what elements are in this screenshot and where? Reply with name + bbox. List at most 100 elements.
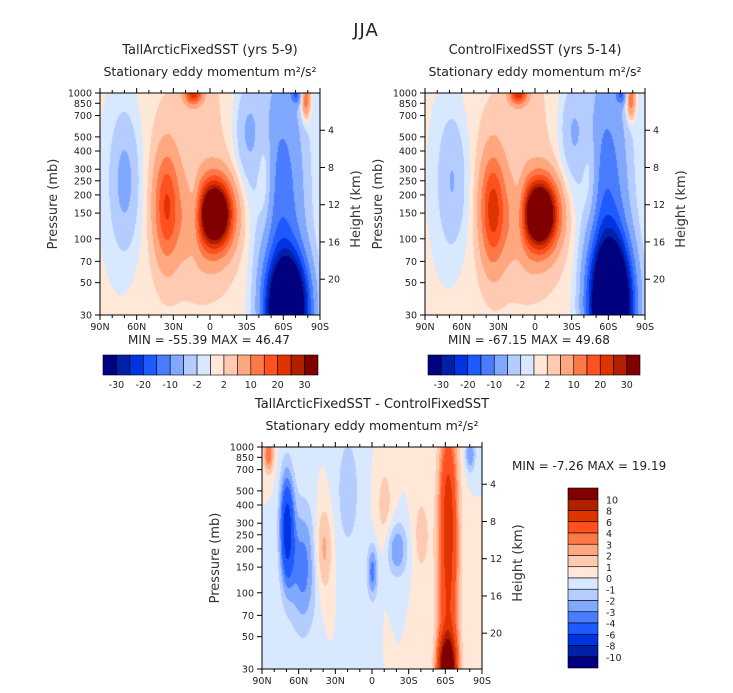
- x-tick-label: 60N: [127, 322, 146, 333]
- colorbar-box: [586, 354, 601, 376]
- colorbar-label: -2: [606, 597, 615, 608]
- colorbar-box: [613, 354, 628, 376]
- colorbar-box: [567, 566, 599, 579]
- colorbar-box: [567, 588, 599, 601]
- y-tick-label: 400: [399, 147, 417, 158]
- figure-title: JJA: [353, 20, 379, 41]
- y-tick-label: 250: [236, 530, 254, 541]
- colorbar-box: [567, 487, 599, 500]
- y-tick-label: 200: [399, 190, 417, 201]
- x-tick-label: 60N: [452, 322, 471, 333]
- y2-tick-label: 4: [653, 126, 659, 137]
- colorbar-label: 10: [245, 380, 257, 391]
- plot-frame: [424, 92, 646, 316]
- colorbar-label: -2: [516, 380, 525, 391]
- x-tick-label: 90S: [311, 322, 329, 333]
- contour-field-2: [262, 447, 482, 669]
- x-tick-label: 90S: [473, 676, 491, 687]
- y2-tick-label: 16: [490, 591, 502, 602]
- colorbar-box: [567, 611, 599, 624]
- colorbar-box: [567, 498, 599, 511]
- y-tick-label: 150: [74, 209, 92, 220]
- y-tick-label: 300: [236, 519, 254, 530]
- y-tick-label: 300: [74, 165, 92, 176]
- colorbar-box: [129, 354, 144, 376]
- y2-axis-label: Height (km): [349, 170, 364, 247]
- colorbar-label: 0: [606, 574, 612, 585]
- x-tick-label: 30N: [164, 322, 183, 333]
- colorbar-label: -1: [606, 585, 615, 596]
- x-tick-label: 30N: [326, 676, 345, 687]
- x-tick-label: 30N: [489, 322, 508, 333]
- x-tick-label: 90S: [636, 322, 654, 333]
- colorbar-box: [493, 354, 508, 376]
- min-max-label: MIN = -7.26 MAX = 19.19: [512, 459, 667, 473]
- colorbar-box: [567, 532, 599, 545]
- y-axis-label: Pressure (mb): [371, 159, 386, 250]
- colorbar-box: [143, 354, 158, 376]
- y2-tick-label: 20: [490, 629, 502, 640]
- x-tick-label: 0: [207, 322, 213, 333]
- y-tick-label: 30: [242, 665, 254, 676]
- panel-subtitle: Stationary eddy momentum m²/s²: [265, 418, 479, 433]
- x-tick-label: 60S: [274, 322, 292, 333]
- colorbar-box: [567, 656, 599, 669]
- contour-field-0: [100, 93, 320, 315]
- y-tick-label: 500: [399, 132, 417, 143]
- colorbar-label: -30: [109, 380, 125, 391]
- y-tick-label: 30: [405, 311, 417, 322]
- x-tick-label: 60N: [289, 676, 308, 687]
- y2-tick-label: 20: [653, 275, 665, 286]
- colorbar-box: [567, 633, 599, 646]
- y2-axis-label: Height (km): [674, 170, 689, 247]
- x-tick-label: 30S: [563, 322, 581, 333]
- min-max-label: MIN = -67.15 MAX = 49.68: [448, 333, 610, 347]
- colorbar-box: [533, 354, 548, 376]
- y-tick-label: 100: [74, 234, 92, 245]
- colorbar-label: 30: [621, 380, 633, 391]
- colorbar-label: -30: [433, 380, 449, 391]
- colorbar-label: 30: [299, 380, 311, 391]
- y-tick-label: 70: [405, 257, 417, 268]
- y2-tick-label: 12: [328, 200, 340, 211]
- colorbar-box: [263, 354, 278, 376]
- colorbar-label: -10: [162, 380, 178, 391]
- y-tick-label: 150: [236, 563, 254, 574]
- colorbar-label: 2: [221, 380, 227, 391]
- x-tick-label: 30S: [238, 322, 256, 333]
- y-tick-label: 300: [399, 165, 417, 176]
- y-tick-label: 70: [80, 257, 92, 268]
- colorbar-box: [480, 354, 495, 376]
- plot-frame: [99, 92, 321, 316]
- colorbar-box: [156, 354, 171, 376]
- y2-tick-label: 8: [653, 163, 659, 174]
- colorbar-box: [440, 354, 455, 376]
- colorbar-box: [546, 354, 561, 376]
- colorbar-box: [573, 354, 588, 376]
- colorbar-box: [567, 577, 599, 590]
- colorbar-box: [567, 645, 599, 658]
- colorbar-label: 1: [606, 563, 612, 574]
- panel-1: [420, 88, 650, 376]
- y-tick-label: 700: [74, 111, 92, 122]
- colorbar-box: [567, 521, 599, 534]
- colorbar-box: [223, 354, 238, 376]
- y-tick-label: 1000: [68, 89, 92, 100]
- y2-tick-label: 12: [490, 554, 502, 565]
- x-tick-label: 60S: [436, 676, 454, 687]
- panel-title: ControlFixedSST (yrs 5-14): [448, 43, 622, 58]
- colorbar-label: 10: [606, 495, 618, 506]
- x-tick-label: 0: [369, 676, 375, 687]
- colorbar-box: [560, 354, 575, 376]
- y-tick-label: 100: [236, 588, 254, 599]
- y2-tick-label: 4: [328, 126, 334, 137]
- y-tick-label: 850: [236, 453, 254, 464]
- colorbar-label: -10: [606, 653, 622, 664]
- colorbar-box: [427, 354, 442, 376]
- colorbar-label: -20: [460, 380, 476, 391]
- panel-title: TallArcticFixedSST (yrs 5-9): [122, 43, 298, 58]
- colorbar-box: [626, 354, 641, 376]
- y-axis-label: Pressure (mb): [208, 513, 223, 604]
- colorbar-box: [454, 354, 469, 376]
